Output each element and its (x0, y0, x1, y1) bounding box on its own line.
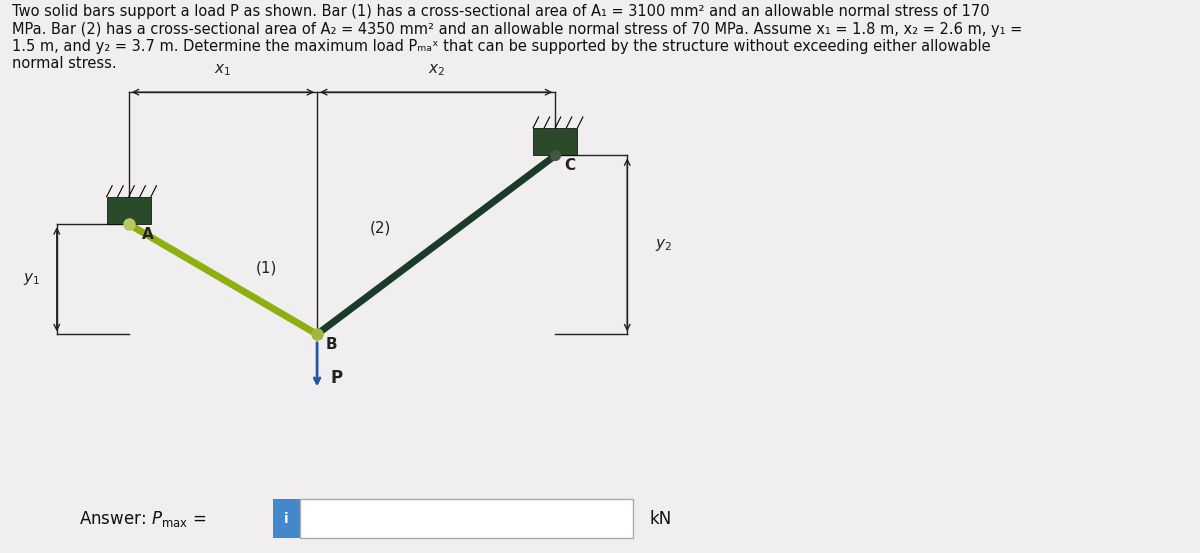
Text: B: B (326, 337, 337, 352)
Bar (533, 128, 577, 155)
Bar (107, 197, 151, 224)
Text: kN: kN (649, 510, 672, 528)
Text: C: C (564, 158, 575, 173)
Text: Answer: $P_{\mathrm{max}}$ =: Answer: $P_{\mathrm{max}}$ = (79, 509, 206, 529)
Bar (272, 499, 300, 538)
Bar (300, 499, 632, 538)
Text: $y_1$: $y_1$ (23, 272, 40, 287)
Text: A: A (142, 227, 154, 242)
Text: P: P (330, 369, 342, 387)
Text: $y_2$: $y_2$ (655, 237, 672, 253)
Text: Two solid bars support a load P as shown. Bar (1) has a cross-sectional area of : Two solid bars support a load P as shown… (12, 4, 1022, 71)
Text: (2): (2) (370, 221, 391, 236)
Text: i: i (284, 512, 289, 525)
Text: $x_2$: $x_2$ (427, 62, 445, 79)
Text: (1): (1) (256, 261, 277, 276)
Text: $x_1$: $x_1$ (215, 62, 232, 79)
